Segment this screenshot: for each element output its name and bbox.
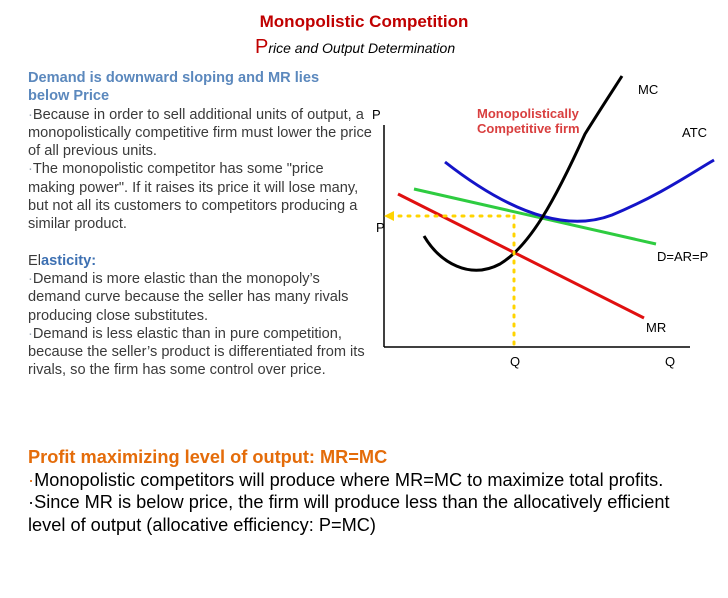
demand-curve bbox=[413, 187, 657, 246]
x-axis-label: Q bbox=[665, 354, 675, 369]
price-label: P bbox=[376, 220, 385, 235]
profit-point-1: ·Monopolistic competitors will produce w… bbox=[28, 469, 708, 492]
left-text-block: Demand is downward sloping and MR lies be… bbox=[28, 69, 373, 380]
demand-heading: Demand is downward sloping and MR lies be… bbox=[28, 69, 373, 106]
bullet-icon: · bbox=[28, 492, 35, 512]
mc-label: MC bbox=[638, 82, 658, 97]
firm-label-line1: Monopolistically bbox=[477, 106, 580, 121]
profit-point-2: ·Since MR is below price, the firm will … bbox=[28, 491, 708, 536]
quantity-label: Q bbox=[510, 354, 520, 369]
elasticity-rest: asticity: bbox=[40, 252, 97, 269]
bullet-icon: · bbox=[28, 270, 33, 287]
profit-point-2-text: Since MR is below price, the firm will p… bbox=[28, 492, 670, 535]
page-subtitle: Price and Output Determination bbox=[255, 36, 455, 59]
bullet-icon: · bbox=[28, 106, 33, 123]
elasticity-point-2-text: Demand is less elastic than in pure comp… bbox=[28, 325, 365, 379]
subtitle-rest: rice and Output Determination bbox=[268, 40, 456, 56]
elasticity-point-1: ·Demand is more elastic than the monopol… bbox=[28, 270, 373, 325]
demand-heading-line1: Demand is downward sloping and MR lies bbox=[28, 70, 320, 86]
mr-curve bbox=[397, 192, 645, 320]
elasticity-point-2: ·Demand is less elastic than in pure com… bbox=[28, 325, 373, 380]
y-axis-label: P bbox=[372, 107, 381, 122]
firm-label-line2: Competitive firm bbox=[477, 121, 580, 136]
bullet-icon: · bbox=[28, 325, 33, 342]
demand-point-1-text: Because in order to sell additional unit… bbox=[28, 106, 372, 160]
atc-curve bbox=[444, 158, 715, 223]
demand-point-1: ·Because in order to sell additional uni… bbox=[28, 106, 373, 161]
bullet-icon: · bbox=[28, 161, 33, 178]
demand-heading-line2: below Price bbox=[28, 88, 110, 105]
mc-curve bbox=[422, 75, 624, 272]
elasticity-prefix: El bbox=[28, 252, 41, 269]
subtitle-first-letter: P bbox=[255, 36, 269, 58]
arrow-icon bbox=[384, 211, 394, 221]
profit-heading: Profit maximizing level of output: MR=MC bbox=[28, 447, 388, 467]
demand-point-2-text: The monopolistic competitor has some "pr… bbox=[28, 161, 359, 233]
atc-label: ATC bbox=[682, 125, 707, 140]
elasticity-heading: Elasticity: bbox=[28, 252, 373, 270]
page-title: Monopolistic Competition bbox=[259, 12, 469, 31]
demand-label: D=AR=P bbox=[657, 249, 708, 264]
profit-point-1-text: Monopolistic competitors will produce wh… bbox=[34, 469, 664, 490]
mr-label: MR bbox=[646, 320, 666, 335]
bullet-icon: · bbox=[28, 469, 35, 490]
bottom-text-block: Profit maximizing level of output: MR=MC… bbox=[28, 446, 708, 536]
elasticity-point-1-text: Demand is more elastic than the monopoly… bbox=[28, 270, 349, 324]
demand-point-2: ·The monopolistic competitor has some "p… bbox=[28, 160, 373, 233]
